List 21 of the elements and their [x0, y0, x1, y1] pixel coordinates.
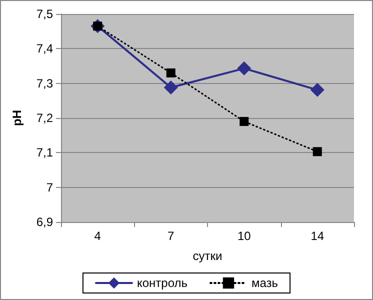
- point: [166, 68, 176, 78]
- y-tick-label: 7,1: [36, 146, 54, 160]
- x-tick-label: 4: [94, 229, 102, 243]
- legend-label: контроль: [136, 276, 188, 290]
- x-tick-label: 10: [237, 229, 252, 243]
- x-tick-label: 7: [168, 229, 175, 243]
- legend-label: мазь: [251, 276, 278, 290]
- y-tick-label: 7,3: [36, 76, 54, 90]
- point: [312, 147, 322, 156]
- x-tick-label: 14: [310, 229, 324, 243]
- point: [237, 61, 252, 76]
- y-tick-label: 7,5: [36, 7, 54, 21]
- y-tick-label: 7: [46, 180, 54, 194]
- y-tick-label: 7,4: [36, 42, 54, 56]
- point: [310, 82, 324, 97]
- y-tick-label: 7,2: [36, 111, 54, 125]
- x-axis-title: сутки: [192, 249, 222, 263]
- y-axis-title: pH: [10, 110, 24, 126]
- y-tick-label: 6,9: [36, 215, 54, 229]
- point: [240, 116, 249, 126]
- point: [164, 80, 178, 94]
